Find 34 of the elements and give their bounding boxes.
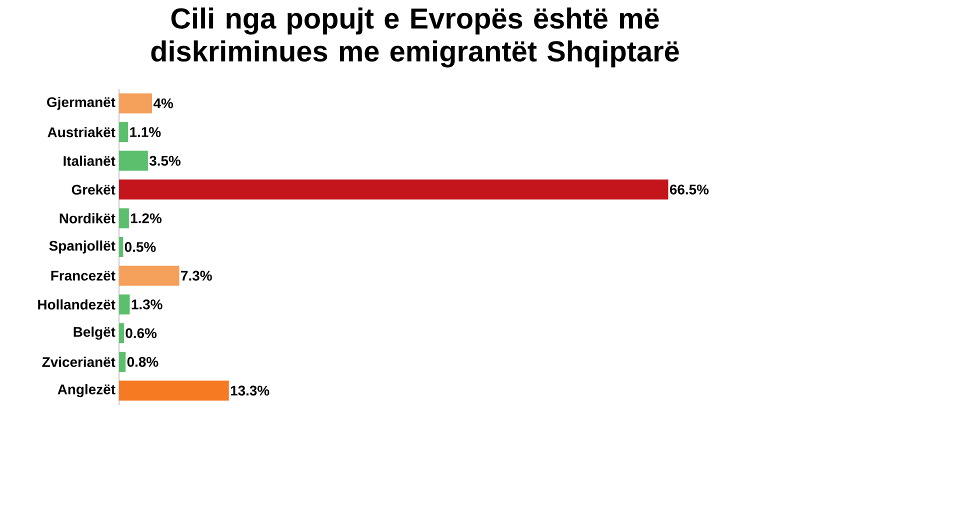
bar [119, 352, 126, 372]
data-label: 7.3% [181, 270, 212, 281]
data-label: 0.5% [124, 242, 156, 252]
y-tick-label: Anglezët [58, 384, 116, 398]
y-tick-label: Nordikët [60, 213, 116, 224]
data-label: 1.3% [132, 299, 162, 310]
bar [119, 180, 668, 200]
bar [119, 236, 124, 257]
bar [119, 380, 229, 401]
bar [119, 266, 180, 286]
y-tick-label: Hollandezët [38, 299, 116, 310]
data-label: 1.2% [130, 213, 162, 224]
chart-title: Cili nga popujt e Evropës është më diskriminues me emigrantët Shqiptarë [151, 8, 679, 68]
data-label: 0.6% [126, 328, 157, 338]
y-tick-label: Spanjollët [49, 240, 116, 254]
data-label: 4% [153, 98, 174, 108]
y-tick-label: Gjermanët [47, 96, 116, 110]
data-label: 13.3% [230, 386, 270, 396]
bar [119, 323, 124, 344]
y-tick-label: Austriakët [48, 126, 116, 138]
bar [119, 93, 152, 114]
bar [119, 294, 130, 314]
bar [119, 150, 148, 171]
bar [119, 122, 128, 142]
y-tick-label: Francezët [51, 270, 116, 281]
y-tick-label: Grekët [72, 184, 116, 195]
y-tick-label: Belgët [74, 326, 116, 340]
bar [119, 208, 129, 228]
data-label: 0.8% [127, 356, 158, 367]
data-label: 1.1% [130, 127, 161, 137]
data-label: 3.5% [149, 156, 181, 166]
y-tick-label: Zvicerianët [42, 356, 116, 368]
y-tick-label: Italianët [64, 156, 116, 166]
data-label: 66.5% [670, 184, 709, 194]
